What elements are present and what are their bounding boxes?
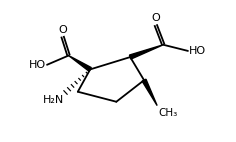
Text: HO: HO [189, 46, 206, 56]
Polygon shape [69, 56, 91, 71]
Text: O: O [58, 25, 67, 35]
Text: H₂N: H₂N [43, 95, 64, 105]
Polygon shape [142, 79, 157, 106]
Text: HO: HO [29, 60, 46, 70]
Text: O: O [151, 13, 160, 23]
Polygon shape [129, 45, 163, 59]
Text: CH₃: CH₃ [159, 108, 178, 118]
